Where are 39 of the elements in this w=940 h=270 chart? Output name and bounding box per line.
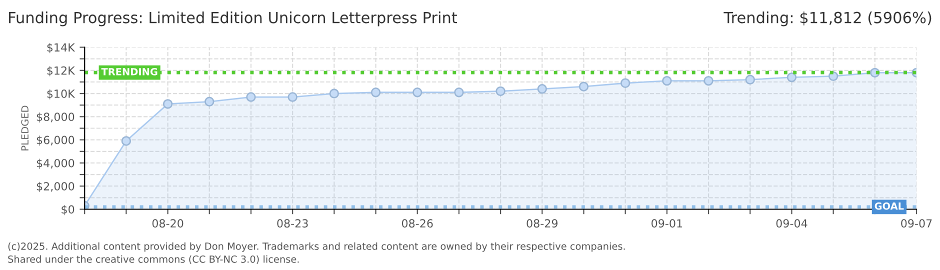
x-tick-label: 09-04 [776,219,808,228]
y-tick-label: $10K [47,89,76,100]
y-tick-label: $6,000 [36,136,74,146]
text: (c)2025. Additional content provided by Don Moyer. Trademarks and related content are owned by their respective companies. [8,242,625,252]
x-tick-label: 08-29 [526,219,558,228]
point [329,88,340,98]
y-tick-label: $0 [62,205,74,216]
ref-line-label: GOAL [874,202,904,210]
point [370,88,381,98]
point [704,76,714,86]
x-tick-label: 08-23 [277,219,308,228]
point [578,82,589,92]
y-tick-label: $8,000 [36,112,74,123]
x-tick-label: 08-26 [402,219,433,228]
chart-subtitle: Trending: $11,812 (5906%) [724,12,932,26]
y-axis-title: PLEDGED [21,106,29,150]
x-tick-label: 09-07 [901,219,932,228]
point [412,88,422,98]
text: Shared under the creative commons (CC BY-NC 3.0) license. [8,255,299,264]
point [121,136,132,146]
point [454,88,464,98]
point [204,96,214,106]
y-tick-label: $2,000 [36,182,74,192]
point [162,99,173,109]
point [246,92,256,102]
point [745,74,755,85]
ref-line-label: TRENDING [101,68,158,76]
y-tick-label: $12K [47,66,76,76]
point [496,86,506,96]
point [662,76,672,86]
y-tick-label: $14K [47,43,76,54]
point [786,72,797,82]
point [288,92,298,102]
chart-title: Funding Progress: Limited Edition Unicorn Letterpress Print [9,12,458,26]
y-tick-label: $4,000 [36,158,74,169]
point [620,78,630,88]
point [537,84,548,94]
x-tick-label: 09-01 [652,219,682,228]
x-tick-label: 08-20 [152,219,184,228]
